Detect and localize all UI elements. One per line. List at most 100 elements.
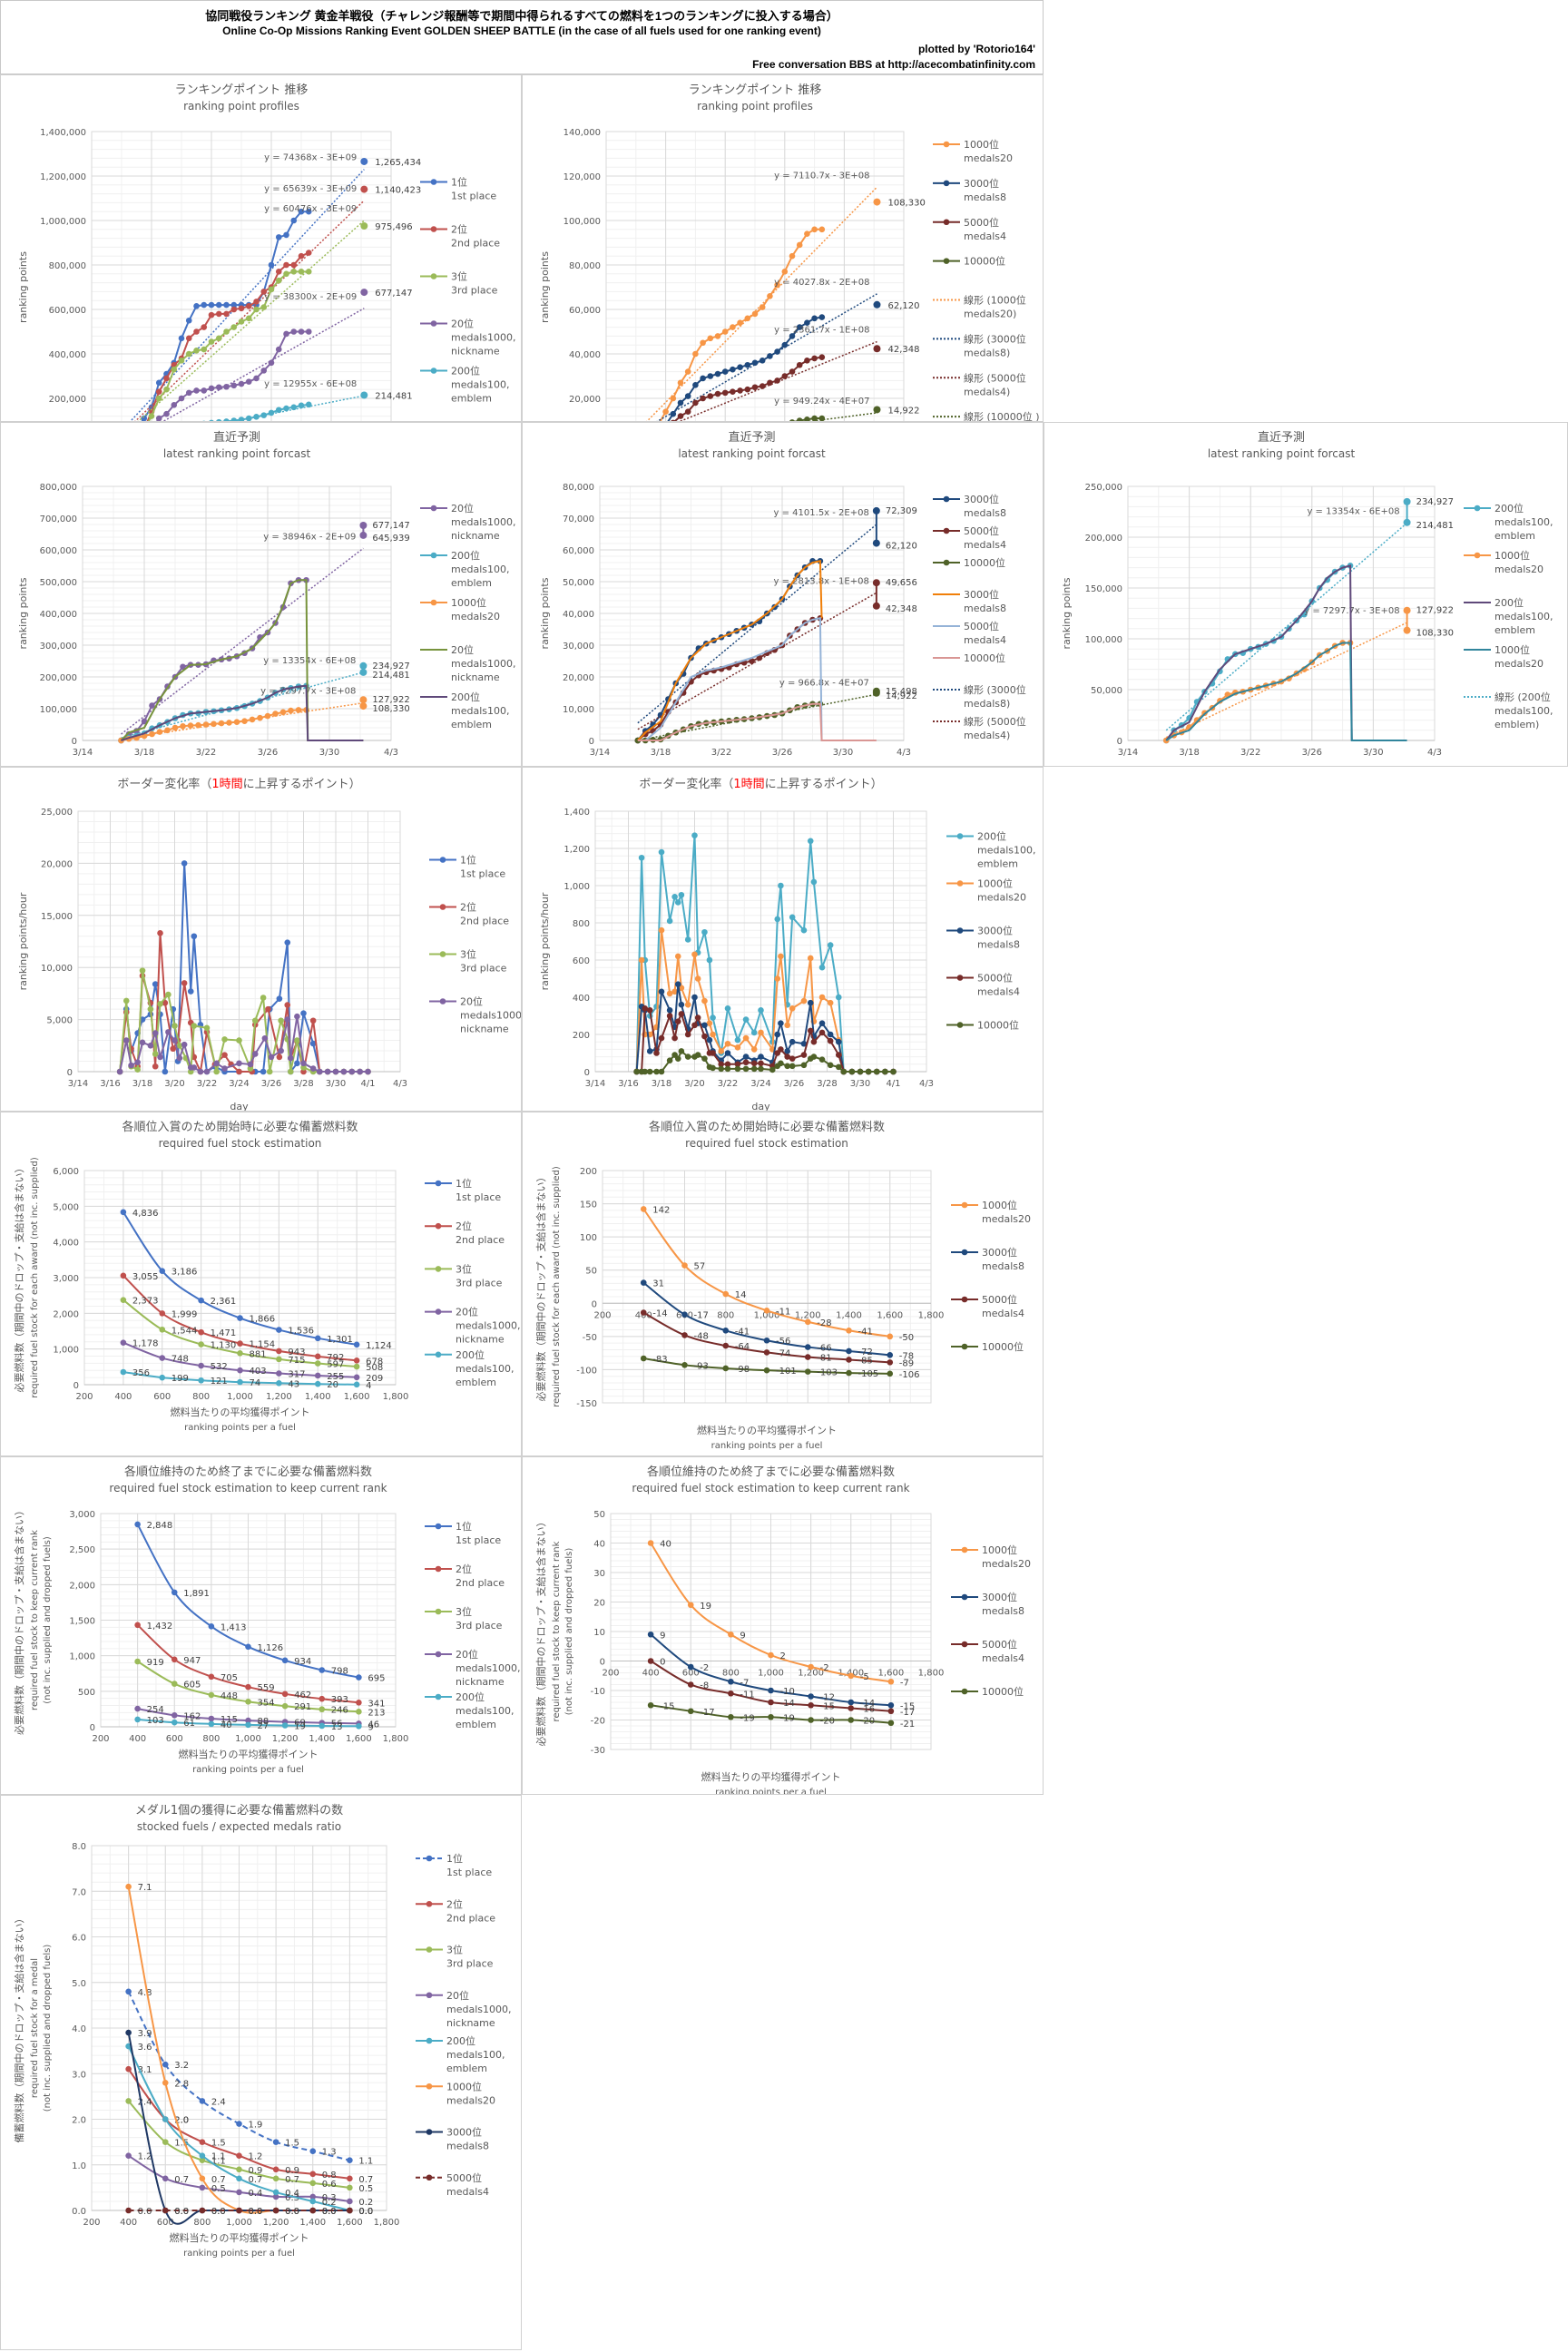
data-point — [300, 1064, 307, 1071]
data-point — [818, 964, 826, 971]
data-point — [178, 335, 185, 342]
data-point — [846, 1369, 852, 1377]
chart-svg: 各順位入賞のため開始時に必要な備蓄燃料数 required fuel stock … — [534, 1120, 1031, 1451]
data-point — [784, 1048, 790, 1054]
y-tick-label: 1,000,000 — [40, 217, 86, 227]
data-label: 934 — [294, 1657, 311, 1667]
data-point — [199, 2098, 206, 2104]
data-label: 1.1 — [358, 2157, 373, 2167]
data-point — [125, 2207, 132, 2214]
forecast-point — [873, 345, 881, 353]
data-label: -14 — [652, 1309, 667, 1319]
data-point — [305, 250, 312, 256]
series-0: 40 19 9 2 -2 -5 -7 — [647, 1540, 909, 1688]
data-label: -14 — [860, 1699, 875, 1709]
x-tick-label: 3/22 — [196, 748, 216, 758]
data-point — [309, 2198, 317, 2205]
legend-label: 5000位 — [977, 972, 1013, 985]
header-bbs-link[interactable]: Free conversation BBS at http://acecomba… — [752, 58, 1035, 71]
data-label: 9 — [660, 1631, 665, 1641]
series-2: -14 -48 -64 -74 -81 -85 -89 — [640, 1309, 914, 1368]
data-label: -89 — [899, 1358, 914, 1368]
data-point — [767, 353, 773, 359]
data-label: 1.9 — [249, 2121, 263, 2131]
data-label: 0.2 — [322, 2198, 337, 2208]
data-point — [245, 415, 252, 421]
data-point — [309, 2171, 317, 2178]
y-tick-label: 70,000 — [563, 514, 594, 524]
x-tick-label: 3/30 — [1363, 748, 1383, 758]
series-0: 2,848 1,891 1,413 1,126 934 798 695 — [134, 1521, 385, 1684]
data-point — [721, 328, 729, 335]
data-point — [642, 1068, 649, 1075]
data-label: 1.5 — [211, 2139, 226, 2149]
data-point — [238, 380, 245, 387]
data-point — [810, 1054, 818, 1060]
data-point — [208, 1691, 215, 1699]
data-point — [155, 388, 162, 395]
y-tick-label: 250,000 — [1085, 483, 1122, 493]
legend-sublabel: medals8 — [982, 1605, 1024, 1617]
legend-marker — [1474, 552, 1481, 559]
forecast-low-point — [872, 539, 880, 547]
data-point — [818, 226, 826, 233]
data-point — [818, 314, 826, 320]
y-axis-title: ranking points — [539, 577, 551, 649]
data-point — [298, 269, 305, 275]
y-tick-label: 4.0 — [72, 2024, 86, 2034]
legend-item: 10000位 — [933, 652, 1005, 664]
legend-marker — [435, 1266, 442, 1272]
data-point — [208, 1673, 215, 1681]
data-point — [767, 293, 773, 299]
data-label: 354 — [258, 1698, 275, 1708]
data-point — [134, 1658, 141, 1665]
data-point — [737, 319, 743, 327]
trendline-equation: y = 7110.7x - 3E+08 — [774, 171, 869, 181]
data-point — [742, 1016, 750, 1023]
data-point — [340, 1068, 348, 1075]
data-point — [120, 1368, 127, 1376]
data-point — [808, 1663, 814, 1671]
legend-label: 線形 (10000位 ) — [964, 410, 1040, 421]
legend-sublabel: emblem — [977, 858, 1018, 870]
series-line — [1165, 642, 1407, 741]
legend-marker — [426, 2174, 433, 2181]
legend-label: 3位 — [456, 1605, 472, 1618]
data-point — [237, 1367, 243, 1374]
data-point — [221, 1036, 228, 1043]
data-label: 88 — [258, 1717, 270, 1727]
data-point — [808, 1701, 814, 1709]
chart-keep-rank-top: 各順位維持のため終了までに必要な備蓄燃料数 required fuel stock… — [0, 1456, 522, 1795]
x-tick-label: 3/16 — [100, 1079, 120, 1089]
data-point — [750, 1060, 758, 1067]
data-label: -17 — [694, 1311, 709, 1321]
data-label: 2.4 — [138, 2097, 152, 2107]
data-point — [647, 1540, 654, 1546]
x-tick-label: 800 — [722, 1669, 740, 1679]
y-tick-label: 700,000 — [40, 514, 77, 524]
data-point — [687, 1708, 694, 1715]
data-point — [134, 1622, 141, 1629]
data-point — [125, 2098, 132, 2104]
data-point — [294, 1060, 300, 1067]
data-point — [332, 1068, 339, 1075]
data-point — [221, 1065, 228, 1072]
legend-sublabel: emblem — [456, 1377, 496, 1388]
data-point — [230, 382, 238, 389]
data-label: 255 — [327, 1372, 344, 1382]
data-label: -81 — [817, 1354, 831, 1364]
data-point — [199, 2175, 206, 2182]
data-label: 947 — [183, 1656, 201, 1666]
legend-item: 20位 medals1000, nickname — [420, 502, 515, 542]
data-point — [807, 838, 814, 845]
y-tick-label: 40,000 — [569, 350, 601, 360]
y-axis-subtitle: required fuel stock to keep current rank — [30, 1530, 40, 1710]
legend-sublabel: nickname — [456, 1676, 505, 1688]
legend-label: 1000位 — [982, 1199, 1017, 1211]
legend-item: 3位 3rd place — [425, 1262, 503, 1289]
data-label: 1.2 — [249, 2152, 263, 2162]
data-label: 1,178 — [132, 1339, 159, 1349]
data-point — [233, 719, 240, 725]
data-point — [692, 399, 699, 407]
legend-item: 1000位 medals20 — [951, 1544, 1031, 1570]
